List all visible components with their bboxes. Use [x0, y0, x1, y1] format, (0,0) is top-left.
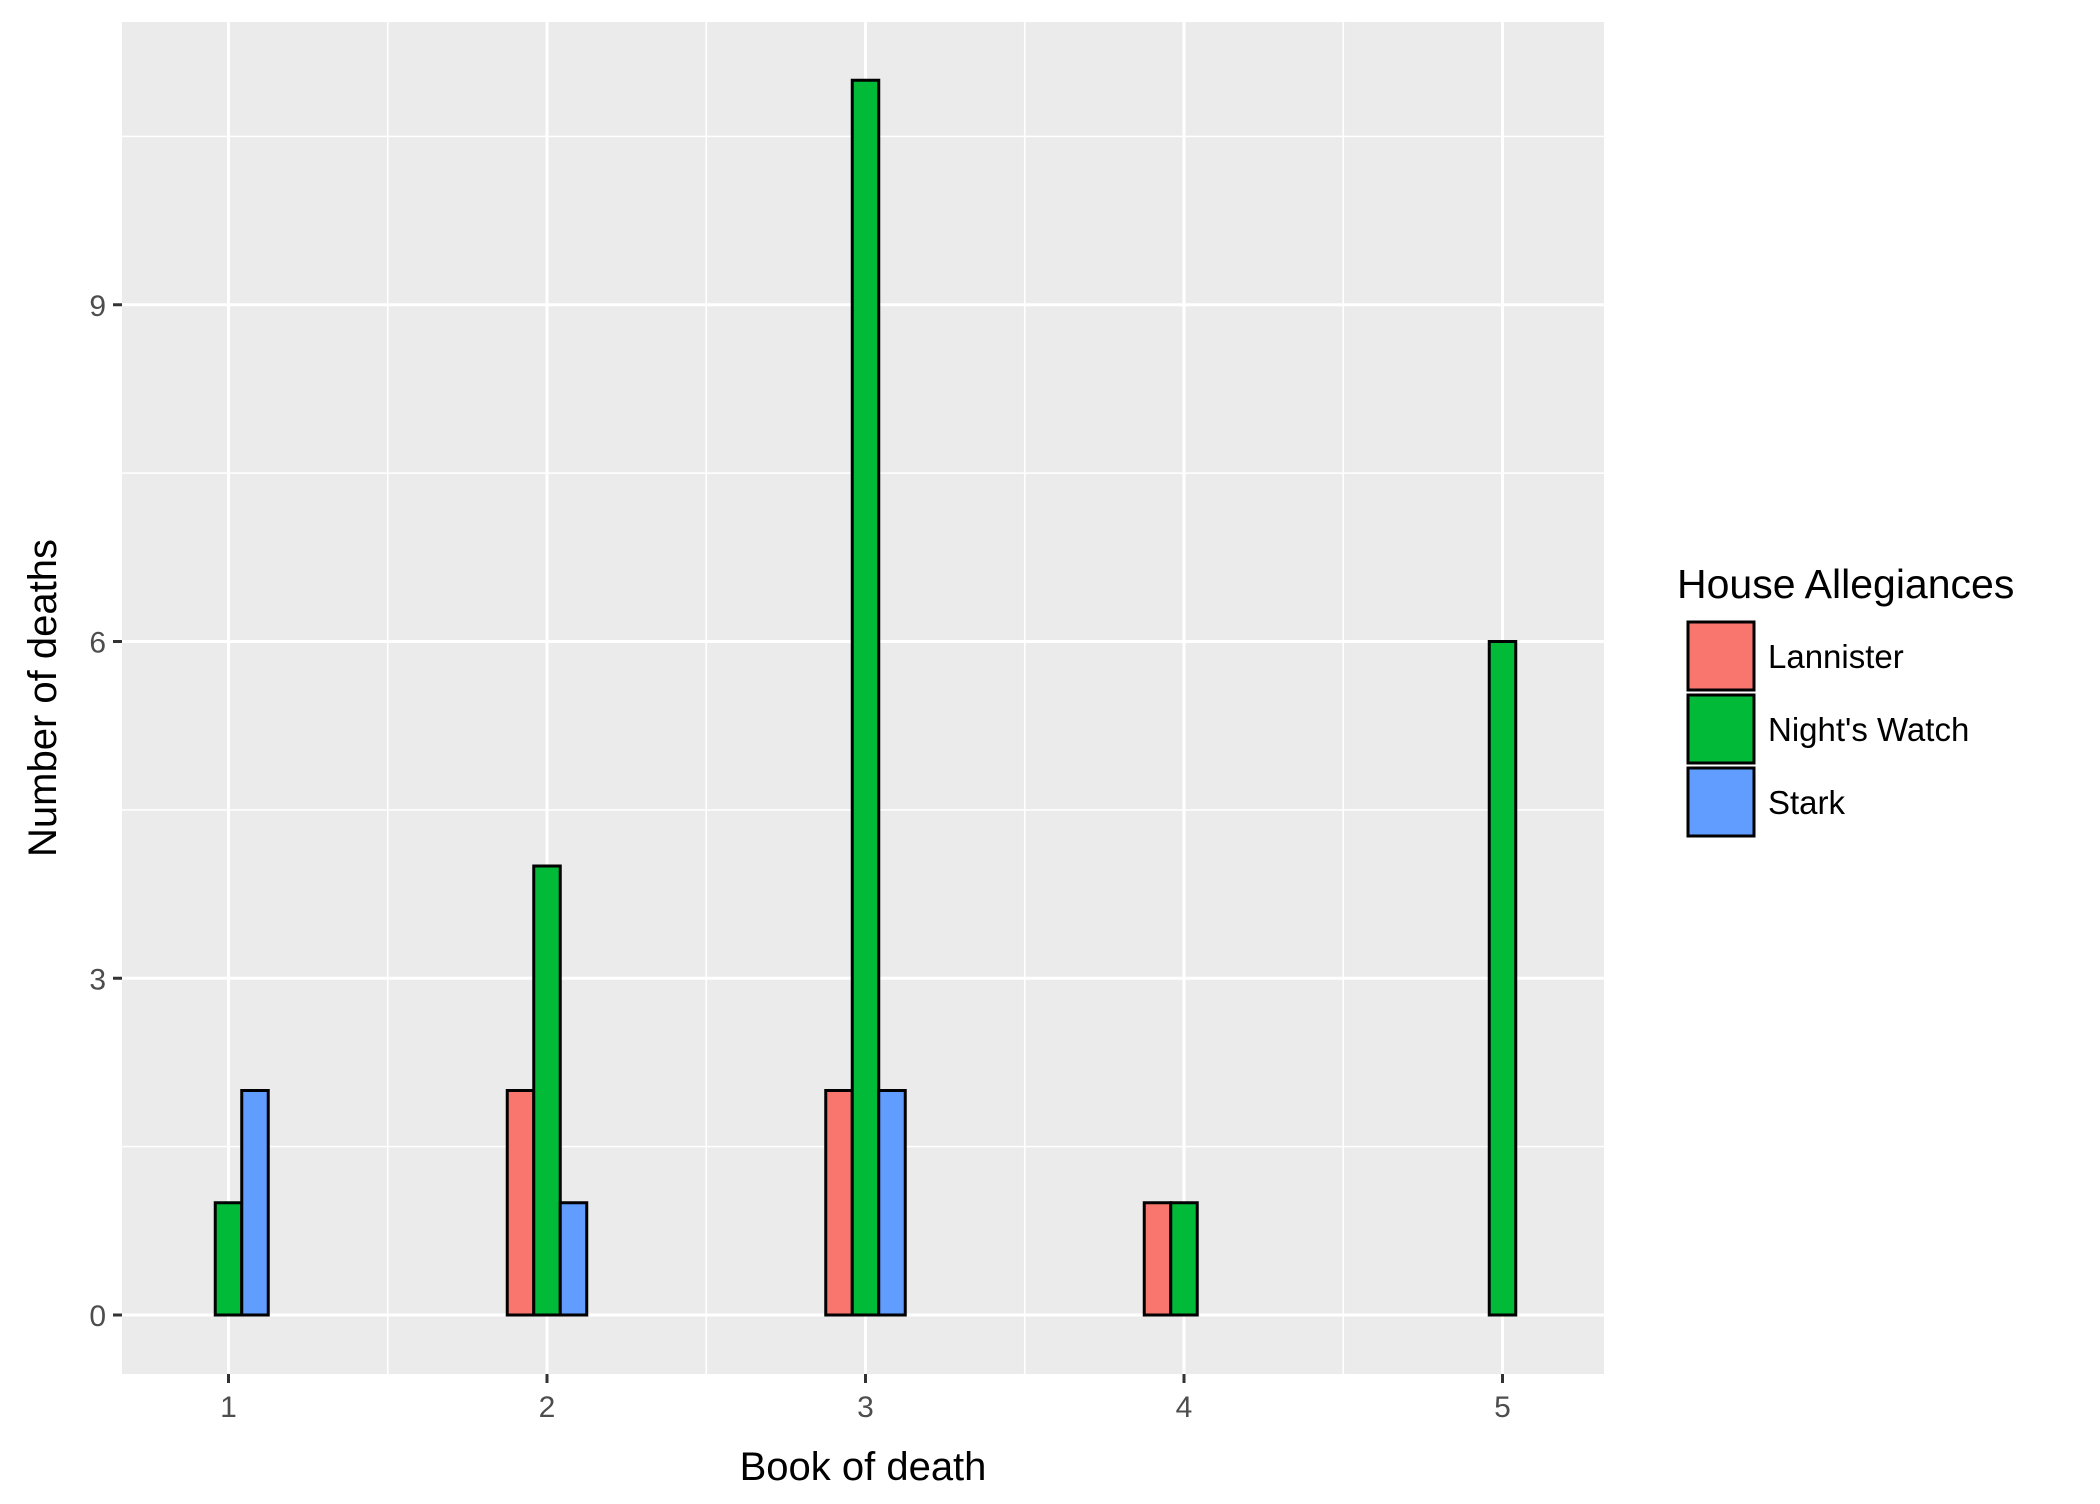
x-tick-label: 2 [539, 1391, 556, 1424]
bar-night-s-watch-book-5 [1487, 640, 1518, 1317]
bar-night-s-watch-book-4 [1169, 1201, 1199, 1317]
legend-key-lannister [1686, 620, 1756, 692]
bar-lannister-book-2 [505, 1089, 536, 1317]
legend-key-stark [1686, 766, 1756, 838]
bar-lannister-book-4 [1142, 1201, 1173, 1317]
bar-stark-book-1 [240, 1089, 270, 1317]
y-tick-label: 3 [89, 963, 106, 996]
bar-lannister-book-3 [824, 1089, 854, 1317]
x-tick-label: 4 [1176, 1391, 1193, 1424]
legend: House Allegiances Lannister Night's Watch… [1677, 561, 2014, 838]
y-axis-title: Number of deaths [21, 539, 65, 857]
bar-stark-book-3 [877, 1089, 907, 1317]
bar-night-s-watch-book-2 [532, 864, 562, 1317]
y-tick-label: 0 [89, 1300, 106, 1333]
y-tick-label: 9 [89, 290, 106, 323]
legend-title: House Allegiances [1677, 561, 2014, 607]
x-tick-label: 1 [220, 1391, 237, 1424]
bar-stark-book-2 [558, 1201, 589, 1317]
legend-key-night-s-watch [1686, 693, 1756, 765]
bars [213, 78, 1518, 1317]
bar-night-s-watch-book-1 [213, 1201, 244, 1317]
x-tick-label: 3 [857, 1391, 874, 1424]
y-axis: 0 3 6 9 [89, 290, 122, 1333]
legend-label: Lannister [1768, 638, 1904, 675]
legend-label: Stark [1768, 784, 1846, 821]
y-tick-label: 6 [89, 627, 106, 660]
x-tick-label: 5 [1494, 1391, 1511, 1424]
legend-label: Night's Watch [1768, 711, 1969, 748]
x-axis: 1 2 3 4 5 [220, 1374, 1511, 1424]
bar-night-s-watch-book-3 [850, 78, 881, 1317]
x-axis-title: Book of death [740, 1445, 987, 1489]
